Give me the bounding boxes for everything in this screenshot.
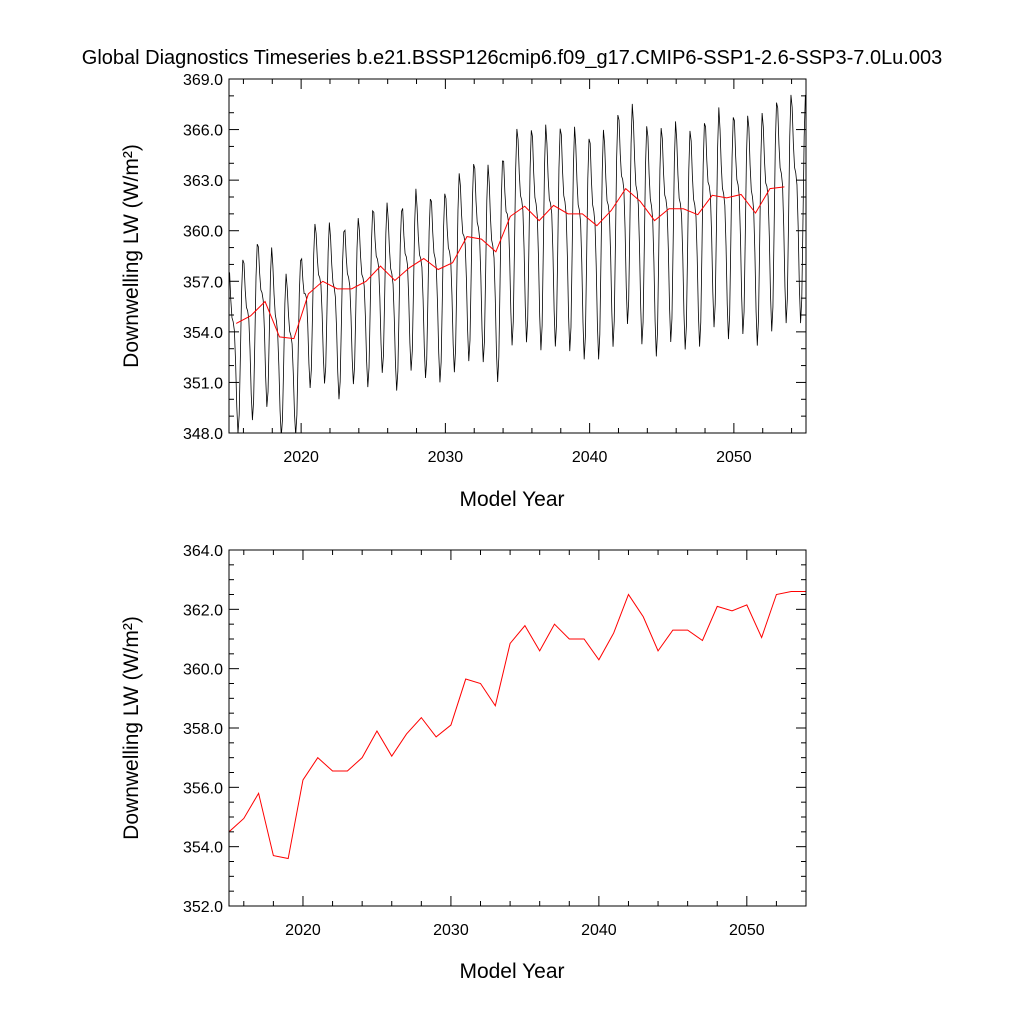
bottom-x-axis-label: Model Year (459, 960, 564, 983)
top-y-tick-label: 369.0 (183, 72, 223, 89)
bottom-x-tick-label: 2040 (581, 922, 617, 939)
top-y-tick-label: 366.0 (183, 123, 223, 140)
bottom-y-tick-label: 352.0 (183, 899, 223, 916)
top-x-tick-label: 2050 (716, 449, 752, 466)
top-plot: 2020 2030 2040 2050 348.0 351.0 354.0 357.0 360.… (120, 72, 807, 511)
bottom-y-tick-label: 360.0 (183, 662, 223, 679)
bottom-y-tick-label: 358.0 (183, 721, 223, 738)
bottom-y-tick-label: 356.0 (183, 780, 223, 797)
bottom-x-tick-label: 2020 (285, 922, 321, 939)
top-y-tick-label: 351.0 (183, 375, 223, 392)
top-x-tick-label: 2040 (572, 449, 608, 466)
bottom-plot-frame (228, 549, 807, 907)
bottom-annual-series-line (229, 591, 806, 860)
bottom-y-tick-label: 362.0 (183, 602, 223, 619)
top-x-axis-label: Model Year (459, 488, 564, 511)
top-plot-frame (228, 78, 807, 434)
top-x-tick-label: 2020 (283, 449, 319, 466)
bottom-y-tick-label: 364.0 (183, 543, 223, 560)
top-y-tick-label: 354.0 (183, 325, 223, 342)
top-y-tick-label: 360.0 (183, 224, 223, 241)
top-annual-series-line (235, 186, 785, 340)
top-y-tick-label: 357.0 (183, 274, 223, 291)
bottom-y-axis-label: Downwelling LW (W/m²) (120, 616, 143, 840)
top-y-tick-label: 363.0 (183, 173, 223, 190)
bottom-plot: 2020 2030 2040 2050 352.0 354.0 356.0 358.0 360.… (120, 543, 807, 983)
bottom-x-tick-label: 2050 (729, 922, 765, 939)
top-monthly-series-line (229, 94, 806, 433)
bottom-x-tick-label: 2030 (433, 922, 469, 939)
bottom-y-tick-label: 354.0 (183, 840, 223, 857)
top-y-tick-label: 348.0 (183, 426, 223, 443)
top-y-axis-label: Downwelling LW (W/m²) (120, 144, 143, 368)
figure-title: Global Diagnostics Timeseries b.e21.BSSP… (82, 47, 942, 69)
top-x-tick-label: 2030 (428, 449, 464, 466)
